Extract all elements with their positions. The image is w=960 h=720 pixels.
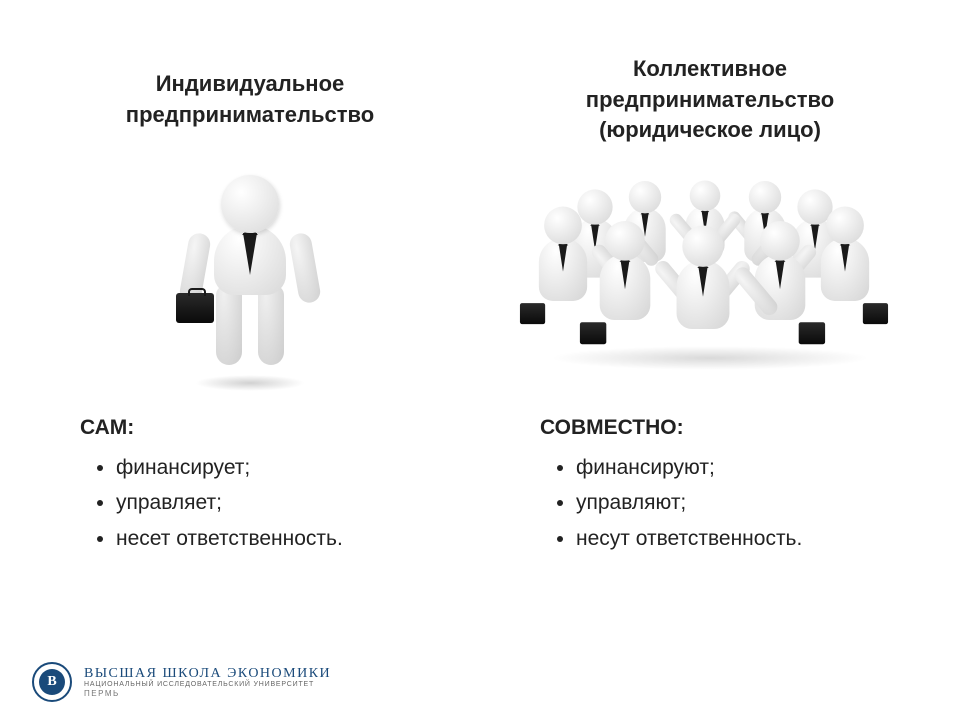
list-item: несут ответственность.	[576, 521, 920, 557]
list-item: управляет;	[116, 485, 460, 521]
list-item: управляют;	[576, 485, 920, 521]
group-figure-icon	[587, 221, 664, 375]
title-line: Коллективное	[633, 54, 787, 85]
title-line: предпринимательство	[126, 100, 374, 131]
list-item: финансирует;	[116, 450, 460, 486]
hse-logo-icon: В	[32, 662, 72, 702]
list-individual: финансирует; управляет; несет ответствен…	[80, 450, 460, 557]
list-item: финансируют;	[576, 450, 920, 486]
briefcase-icon	[176, 293, 214, 323]
businessmen-group-icon	[520, 170, 900, 390]
list-collective: финансируют; управляют; несут ответствен…	[540, 450, 920, 557]
logo-letter: В	[39, 669, 65, 695]
title-individual: Индивидуальное предпринимательство	[40, 50, 460, 150]
columns: Индивидуальное предпринимательство САМ:	[40, 50, 920, 590]
lead-collective: СОВМЕСТНО:	[540, 410, 920, 446]
slide: Индивидуальное предпринимательство САМ:	[0, 0, 960, 720]
column-collective: Коллективное предпринимательство (юридич…	[500, 50, 920, 590]
illustration-single	[40, 150, 460, 410]
footer-line1: ВЫСШАЯ ШКОЛА ЭКОНОМИКИ	[84, 666, 331, 681]
lead-individual: САМ:	[80, 410, 460, 446]
text-collective: СОВМЕСТНО: финансируют; управляют; несут…	[500, 410, 920, 557]
footer-line2: НАЦИОНАЛЬНЫЙ ИССЛЕДОВАТЕЛЬСКИЙ УНИВЕРСИТ…	[84, 681, 331, 689]
column-individual: Индивидуальное предпринимательство САМ:	[40, 50, 460, 590]
footer-text: ВЫСШАЯ ШКОЛА ЭКОНОМИКИ НАЦИОНАЛЬНЫЙ ИССЛ…	[84, 666, 331, 699]
list-item: несет ответственность.	[116, 521, 460, 557]
illustration-group	[500, 150, 920, 410]
single-businessman-icon	[180, 175, 320, 385]
title-collective: Коллективное предпринимательство (юридич…	[500, 50, 920, 150]
title-line: (юридическое лицо)	[599, 115, 821, 146]
footer-line3: ПЕРМЬ	[84, 690, 331, 699]
group-figure-icon	[663, 226, 744, 387]
footer: В ВЫСШАЯ ШКОЛА ЭКОНОМИКИ НАЦИОНАЛЬНЫЙ ИС…	[32, 662, 331, 702]
title-line: Индивидуальное	[156, 69, 345, 100]
title-line: предпринимательство	[586, 85, 834, 116]
text-individual: САМ: финансирует; управляет; несет ответ…	[40, 410, 460, 557]
